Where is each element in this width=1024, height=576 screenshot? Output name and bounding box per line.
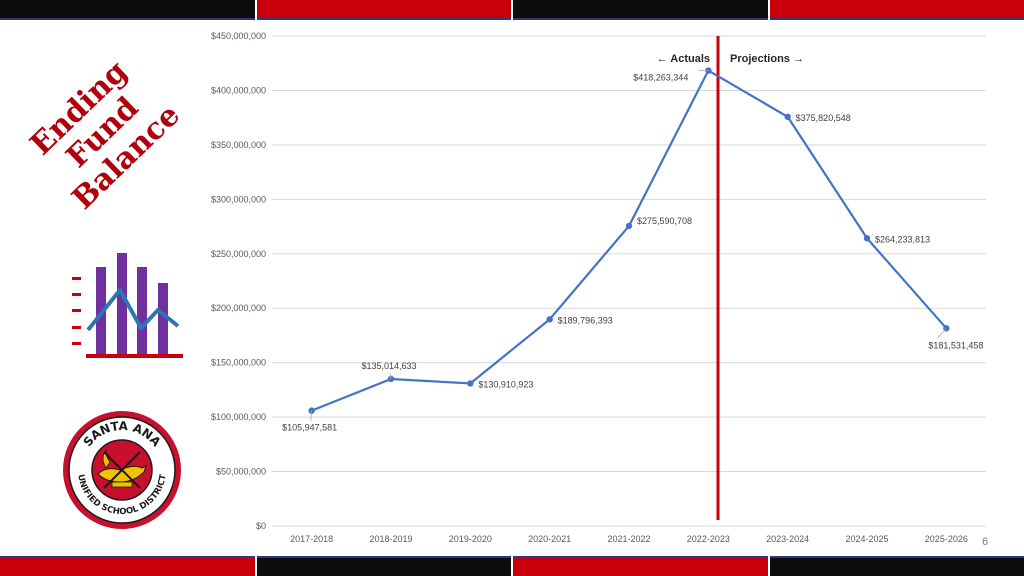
- band-segment: [513, 556, 768, 576]
- y-tick-label: $300,000,000: [211, 194, 266, 204]
- label-leader: [937, 328, 947, 339]
- projections-label: Projections →: [730, 53, 804, 65]
- y-tick-label: $50,000,000: [216, 467, 266, 477]
- x-tick-label: 2022-2023: [687, 534, 730, 544]
- bottom-color-band: [0, 556, 1024, 576]
- seal-torch: [103, 451, 141, 489]
- y-tick-label: $100,000,000: [211, 412, 266, 422]
- data-label: $275,590,708: [637, 216, 692, 226]
- icon-baseline: [86, 354, 183, 358]
- band-segment: [769, 0, 1024, 20]
- data-point: [546, 316, 553, 323]
- seal-lamp-base: [111, 481, 133, 488]
- data-point: [467, 380, 474, 387]
- x-tick-label: 2025-2026: [925, 534, 968, 544]
- icon-bar: [137, 267, 147, 355]
- label-leader: [389, 372, 392, 380]
- y-tick-label: $150,000,000: [211, 358, 266, 368]
- icon-dash: [72, 293, 81, 296]
- icon-dash: [72, 326, 81, 329]
- x-tick-label: 2020-2021: [528, 534, 571, 544]
- data-point: [784, 113, 791, 120]
- icon-bar: [117, 253, 127, 355]
- label-leader: [310, 410, 313, 421]
- top-color-band: [0, 0, 1024, 20]
- band-segment: [0, 0, 255, 20]
- data-point: [863, 235, 871, 242]
- actuals-label: ← Actuals: [657, 53, 710, 65]
- y-tick-label: $0: [256, 521, 266, 531]
- y-tick-label: $200,000,000: [211, 303, 266, 313]
- band-segment: [0, 556, 255, 576]
- data-label: $181,531,458: [928, 340, 983, 350]
- x-tick-label: 2019-2020: [449, 534, 492, 544]
- seal-lamp-icon: [97, 465, 147, 483]
- data-point: [308, 407, 315, 414]
- icon-dash: [72, 309, 81, 312]
- page-number: 6: [982, 536, 989, 548]
- y-tick-label: $450,000,000: [211, 31, 266, 41]
- x-tick-label: 2017-2018: [290, 534, 333, 544]
- series-line: [311, 69, 948, 412]
- band-segment: [256, 556, 511, 576]
- district-seal: SANTA ANA UNIFIED SCHOOL DISTRICT: [63, 411, 181, 529]
- y-tick-label: $350,000,000: [211, 140, 266, 150]
- data-label: $418,263,344: [633, 73, 688, 83]
- y-tick-label: $400,000,000: [211, 85, 266, 95]
- data-label: $264,233,813: [875, 234, 930, 244]
- seal-flame-icon: [102, 448, 111, 469]
- data-label: $375,820,548: [796, 113, 851, 123]
- x-tick-label: 2023-2024: [766, 534, 809, 544]
- icon-dash: [72, 342, 81, 345]
- data-label: $130,910,923: [478, 379, 533, 389]
- icon-trend-line: [86, 288, 180, 332]
- bar-chart-icon: [72, 253, 183, 358]
- data-label: $105,947,581: [282, 423, 337, 433]
- icon-dash: [72, 277, 81, 280]
- band-segment: [769, 556, 1024, 576]
- data-label: $189,796,393: [558, 315, 613, 325]
- x-tick-label: 2024-2025: [845, 534, 888, 544]
- x-tick-label: 2018-2019: [369, 534, 412, 544]
- band-segment: [513, 0, 768, 20]
- band-segment: [256, 0, 511, 20]
- icon-bar: [158, 283, 168, 355]
- data-label: $135,014,633: [361, 361, 416, 371]
- data-point: [625, 222, 633, 230]
- y-tick-label: $250,000,000: [211, 249, 266, 259]
- x-tick-label: 2021-2022: [607, 534, 650, 544]
